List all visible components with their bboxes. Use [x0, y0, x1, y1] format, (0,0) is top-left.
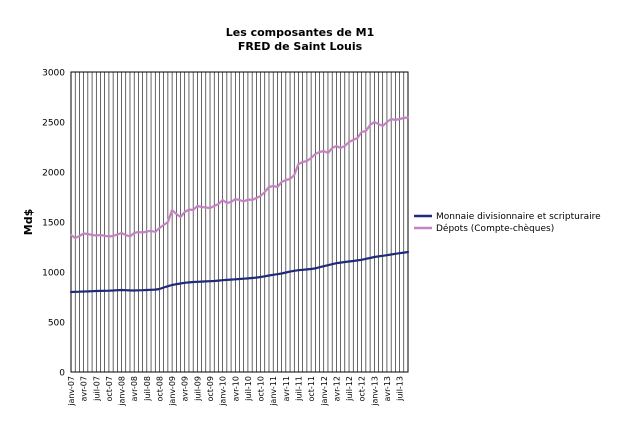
x-tick-label: janv-12: [320, 376, 329, 407]
y-tick-label: 1500: [42, 219, 65, 229]
x-tick-label: avr-12: [332, 376, 341, 401]
x-tick-label: janv-13: [370, 376, 379, 407]
x-tick-label: janv-11: [269, 376, 278, 407]
series-line-depots: [69, 116, 410, 240]
y-tick-label: 1000: [42, 269, 65, 279]
x-tick-label: oct-11: [307, 376, 316, 402]
y-tick-labels: 0 500 1000 1500 2000 2500 3000: [42, 69, 65, 379]
y-tick-label: 2000: [42, 169, 65, 179]
x-tick-label: juil-08: [143, 376, 152, 402]
legend: Monnaie divisionnaire et scripturaire Dé…: [414, 212, 601, 234]
x-tick-label: oct-07: [105, 376, 114, 402]
x-tick-label: juil-13: [396, 376, 405, 402]
y-tick-label: 500: [48, 319, 65, 329]
x-tick-label: avr-08: [130, 376, 139, 401]
x-tick-label: juil-07: [92, 376, 101, 402]
x-tick-label: oct-08: [155, 376, 164, 402]
legend-label-depots: Dépots (Compte-chèques): [436, 223, 554, 234]
x-tick-label: juil-09: [193, 376, 202, 402]
series-layer: [69, 116, 410, 294]
x-tick-label: janv-07: [67, 376, 76, 407]
grid-layer: [74, 72, 405, 372]
x-tick-label: juil-11: [294, 376, 303, 402]
x-tick-label: oct-12: [358, 376, 367, 402]
plot-area-border: [70, 71, 409, 373]
chart-subtitle: FRED de Saint Louis: [238, 40, 363, 53]
x-tick-label: janv-10: [219, 376, 228, 407]
legend-label-monnaie: Monnaie divisionnaire et scripturaire: [436, 212, 601, 222]
x-tick-label: avr-10: [231, 376, 240, 401]
x-tick-label: juil-12: [345, 376, 354, 402]
x-tick-label: janv-09: [168, 376, 177, 407]
y-tick-label: 0: [59, 369, 65, 379]
x-tick-label: avr-07: [80, 376, 89, 401]
x-tick-label: janv-08: [118, 376, 127, 407]
series-line-monnaie: [69, 250, 410, 294]
x-tick-label: avr-09: [181, 376, 190, 401]
x-tick-label: oct-09: [206, 376, 215, 402]
x-tick-label: avr-11: [282, 376, 291, 401]
chart-title: Les composantes de M1: [226, 26, 374, 39]
x-tick-label: avr-13: [383, 376, 392, 401]
x-tick-label: oct-10: [257, 376, 266, 402]
y-axis-label: Md$: [22, 209, 35, 235]
y-tick-label: 3000: [42, 69, 65, 79]
x-tick-labels: janv-07 avr-07 juil-07 oct-07 janv-08 avr-08 j…: [67, 376, 405, 407]
y-tick-label: 2500: [42, 119, 65, 129]
x-tick-label: juil-10: [244, 376, 253, 402]
